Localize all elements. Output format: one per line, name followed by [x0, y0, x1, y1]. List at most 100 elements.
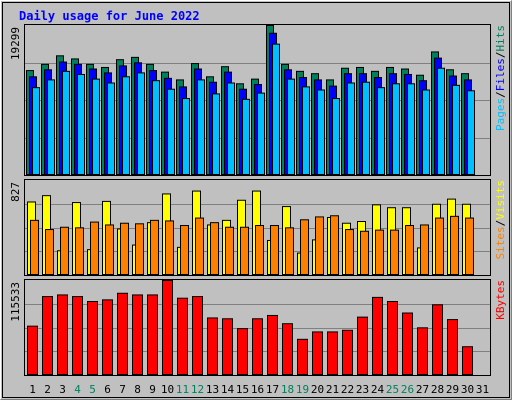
bar-sites-day-22 [345, 229, 354, 275]
panel-kbytes: 115533 KBytes [9, 279, 507, 376]
bar-kbytes-day-6 [102, 299, 113, 375]
bar-kbytes-day-17 [267, 314, 278, 375]
bar-pages-day-1 [32, 87, 40, 175]
x-label-day-5: 5 [89, 383, 96, 396]
bar-kbytes-day-3 [57, 294, 68, 375]
x-label-day-7: 7 [119, 383, 126, 396]
bar-pages-day-24 [377, 87, 385, 175]
bar-sites-day-6 [105, 224, 114, 276]
bar-sites-day-9 [150, 219, 159, 276]
bar-kbytes-day-24 [372, 296, 383, 375]
x-label-day-25: 25 [386, 383, 399, 396]
bar-sites-day-26 [405, 225, 414, 275]
bar-pages-day-7 [122, 76, 130, 175]
bar-kbytes-day-12 [192, 296, 203, 376]
x-label-day-24: 24 [371, 383, 385, 396]
bar-pages-day-3 [62, 70, 70, 175]
bar-sites-day-24 [375, 229, 384, 275]
x-label-day-22: 22 [341, 383, 354, 396]
bar-sites-day-18 [285, 227, 294, 276]
bar-kbytes-day-10 [162, 280, 173, 375]
x-label-day-10: 10 [161, 383, 174, 396]
legend-kbytes: KBytes [494, 280, 507, 320]
bar-pages-day-9 [152, 80, 160, 175]
x-label-day-15: 15 [236, 383, 249, 396]
bar-kbytes-day-7 [117, 292, 128, 375]
legend-visits: Visits [494, 180, 507, 220]
bar-sites-day-14 [225, 226, 234, 275]
bar-kbytes-day-4 [72, 296, 83, 376]
bar-sites-day-19 [300, 219, 309, 275]
x-label-day-17: 17 [266, 383, 279, 396]
bar-pages-day-4 [77, 73, 85, 175]
x-label-day-8: 8 [134, 383, 141, 396]
bar-kbytes-day-11 [177, 297, 188, 375]
bar-pages-day-29 [452, 84, 460, 175]
bar-sites-day-11 [180, 225, 189, 275]
x-label-day-13: 13 [206, 383, 219, 396]
bar-pages-day-30 [467, 90, 475, 175]
bar-sites-day-5 [90, 221, 99, 276]
panel-hits-files-pages: 19299 Pages/Files/Hits [9, 24, 507, 176]
bar-pages-day-21 [332, 98, 340, 175]
bar-sites-day-15 [240, 226, 249, 275]
bar-sites-day-23 [360, 230, 369, 275]
x-label-day-2: 2 [44, 383, 51, 396]
bar-pages-day-15 [242, 98, 250, 175]
panels: 19299Pages/Files/Hits827Sites/Visits1155… [9, 24, 507, 376]
x-label-day-27: 27 [416, 383, 429, 396]
x-label-day-1: 1 [29, 383, 36, 396]
x-label-day-16: 16 [251, 383, 264, 396]
bar-sites-day-3 [60, 226, 69, 275]
bar-pages-day-12 [197, 79, 205, 175]
bar-pages-day-27 [422, 89, 430, 175]
bar-sites-day-30 [465, 217, 474, 275]
bar-sites-day-13 [210, 222, 219, 275]
x-label-day-4: 4 [74, 383, 81, 396]
x-axis-labels: 1 2 3 4 5 6 7 8 9 10 11 12 13 14 15 16 17 18 19 20 21 22 23 24 2… [29, 383, 489, 396]
x-label-day-30: 30 [461, 383, 474, 396]
bar-kbytes-day-22 [342, 329, 353, 376]
bar-kbytes-day-29 [447, 319, 458, 375]
bar-pages-day-25 [392, 83, 400, 175]
bar-sites-day-12 [195, 217, 204, 275]
bar-sites-day-16 [255, 225, 264, 275]
bar-kbytes-day-18 [282, 323, 293, 376]
series-legend-label: KBytes [494, 280, 507, 320]
x-label-day-14: 14 [221, 383, 235, 396]
legend-separator: / [494, 220, 507, 227]
bar-kbytes-day-14 [222, 318, 233, 376]
x-label-day-21: 21 [326, 383, 339, 396]
bar-pages-day-13 [212, 93, 220, 175]
series-legend-label: Pages/Files/Hits [494, 25, 507, 131]
bar-pages-day-28 [437, 67, 445, 175]
bar-kbytes-day-28 [432, 304, 443, 375]
bar-kbytes-day-2 [42, 296, 53, 376]
y-max-label: 115533 [9, 282, 22, 322]
x-label-day-18: 18 [281, 383, 294, 396]
legend-separator: / [494, 91, 507, 98]
bar-sites-day-10 [165, 220, 174, 275]
bar-kbytes-day-21 [327, 331, 338, 375]
bar-sites-day-1 [30, 219, 39, 276]
bar-pages-day-8 [137, 72, 145, 175]
bar-sites-day-8 [135, 223, 144, 275]
bar-pages-day-22 [347, 82, 355, 175]
y-max-label: 19299 [9, 27, 22, 60]
x-label-day-11: 11 [176, 383, 189, 396]
bar-kbytes-day-9 [147, 294, 158, 375]
bar-kbytes-day-8 [132, 294, 143, 375]
bar-kbytes-day-16 [252, 318, 263, 376]
bar-sites-day-21 [330, 215, 339, 275]
bar-pages-day-20 [317, 89, 325, 175]
bar-pages-day-18 [287, 78, 295, 175]
bar-kbytes-day-25 [387, 300, 398, 376]
legend-pages: Pages [494, 98, 507, 131]
bar-pages-day-14 [227, 82, 235, 175]
bar-sites-day-17 [270, 225, 279, 275]
x-label-day-3: 3 [59, 383, 66, 396]
bar-sites-day-20 [315, 216, 324, 275]
